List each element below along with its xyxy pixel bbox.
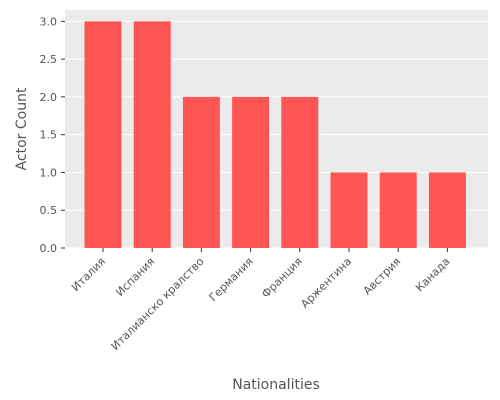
y-axis-ticks: 0.0 0.5 1.0 1.5 2.0 2.5 3.0 xyxy=(40,15,65,255)
bar xyxy=(281,96,319,248)
x-tick-label: Австрия xyxy=(361,255,404,298)
x-axis-title: Nationalities xyxy=(232,377,320,393)
x-tick-label: Испания xyxy=(113,255,157,299)
x-tick-label: Италия xyxy=(69,255,108,294)
x-tick-label: Аржентина xyxy=(298,255,354,311)
plot-background xyxy=(65,10,488,248)
bar xyxy=(84,21,122,249)
y-tick-label: 1.0 xyxy=(40,166,58,179)
y-tick-label: 2.0 xyxy=(40,91,58,104)
bar xyxy=(232,96,270,248)
bars xyxy=(84,21,466,249)
y-tick-label: 0.0 xyxy=(40,242,58,255)
y-axis-title: Actor Count xyxy=(14,87,30,170)
bar xyxy=(182,96,220,248)
bar xyxy=(133,21,171,249)
y-tick-label: 3.0 xyxy=(40,15,58,28)
x-tick-label: Германия xyxy=(207,255,256,304)
bar xyxy=(330,172,368,248)
x-tick-label: Франция xyxy=(259,255,305,301)
x-tick-label: Канада xyxy=(413,255,452,294)
y-tick-label: 1.5 xyxy=(40,129,58,142)
bar xyxy=(428,172,466,248)
y-tick-label: 0.5 xyxy=(40,204,58,217)
x-tick-label: Италианско кралство xyxy=(109,255,207,353)
bar xyxy=(379,172,417,248)
y-tick-label: 2.5 xyxy=(40,53,58,66)
